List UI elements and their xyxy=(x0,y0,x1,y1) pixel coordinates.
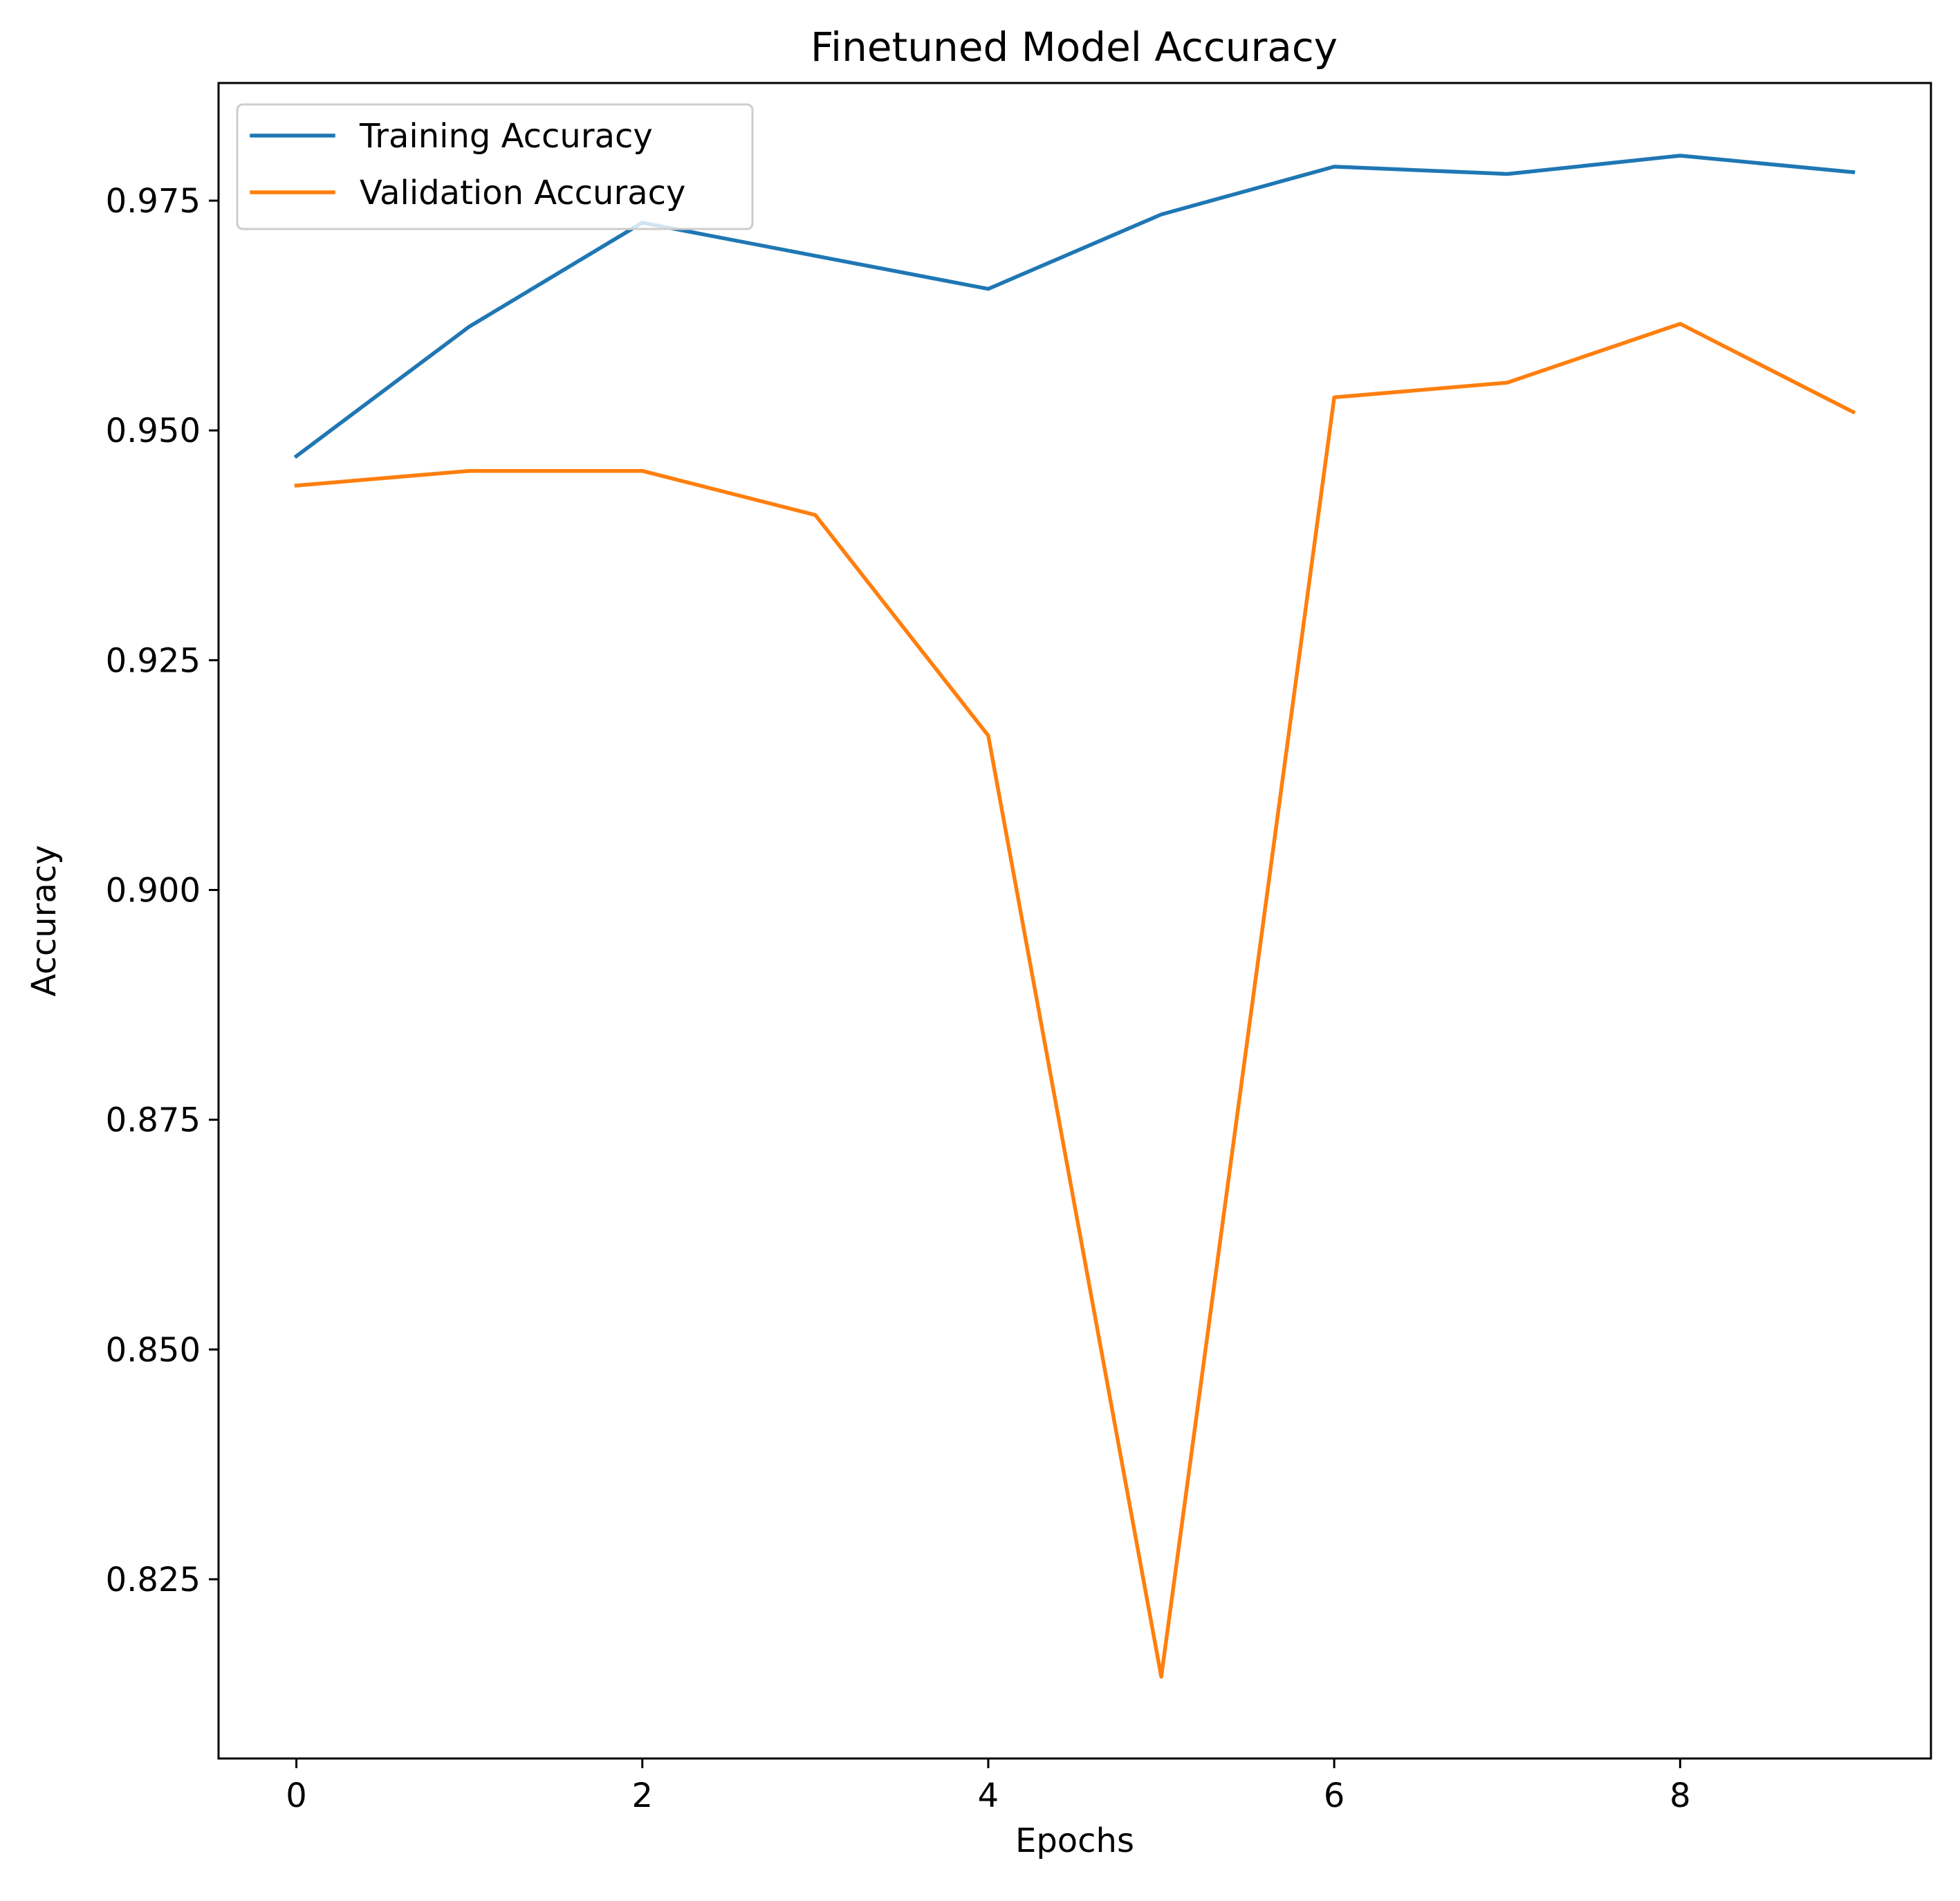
x-tick-label: 2 xyxy=(631,1776,653,1815)
x-tick-label: 0 xyxy=(286,1776,307,1815)
y-tick-label: 0.925 xyxy=(106,641,201,680)
x-axis-label: Epochs xyxy=(1015,1821,1134,1860)
legend-label-training: Training Accuracy xyxy=(359,117,653,156)
x-tick-label: 4 xyxy=(978,1776,999,1815)
axes-frame xyxy=(217,82,1932,1760)
y-tick-label: 0.900 xyxy=(106,871,201,910)
series-lines xyxy=(293,154,1856,1679)
y-tick-label: 0.825 xyxy=(106,1561,201,1599)
legend: Training Accuracy Validation Accuracy xyxy=(236,103,754,230)
y-tick-label: 0.875 xyxy=(106,1101,201,1140)
legend-label-validation: Validation Accuracy xyxy=(360,174,685,212)
validation-accuracy-line xyxy=(294,322,1856,1679)
x-axis-ticks: 0 2 4 6 8 xyxy=(286,1758,1691,1815)
x-tick-label: 6 xyxy=(1324,1776,1345,1815)
y-axis-label: Accuracy xyxy=(25,845,64,996)
y-axis-ticks: 0.825 0.850 0.875 0.900 0.925 0.950 0.975 xyxy=(106,182,219,1599)
x-tick-label: 8 xyxy=(1670,1776,1691,1815)
training-accuracy-line xyxy=(293,154,1856,459)
y-tick-label: 0.950 xyxy=(106,412,201,450)
y-tick-label: 0.850 xyxy=(106,1331,201,1370)
chart-title: Finetuned Model Accuracy xyxy=(811,24,1338,71)
legend-box xyxy=(236,103,754,230)
y-tick-label: 0.975 xyxy=(106,182,201,221)
